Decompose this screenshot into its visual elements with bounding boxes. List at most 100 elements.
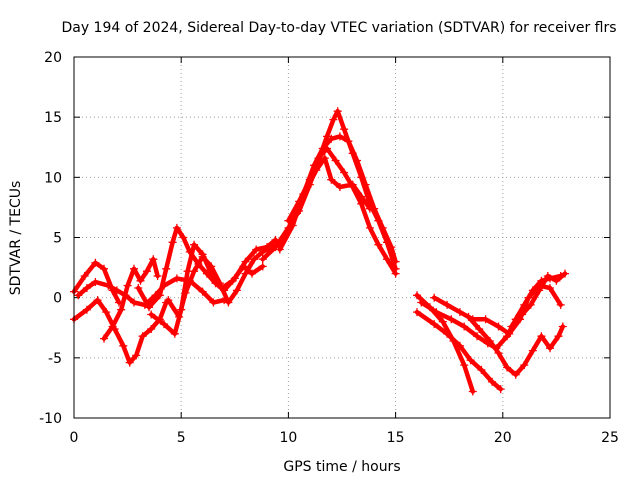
data-point-plus-marker	[123, 281, 132, 290]
data-point-plus-marker	[505, 329, 514, 338]
data-point-plus-marker	[80, 272, 89, 280]
y-tick-label: 5	[53, 231, 62, 247]
data-point-plus-marker	[353, 156, 361, 165]
data-point-plus-marker	[177, 305, 186, 314]
data-point-plus-marker	[104, 281, 113, 290]
data-point-plus-marker	[391, 257, 400, 266]
chart-title: Day 194 of 2024, Sidereal Day-to-day VTE…	[61, 20, 616, 36]
data-point-plus-marker	[293, 209, 301, 218]
data-point-plus-marker	[447, 315, 456, 324]
data-point-plus-marker	[138, 332, 147, 341]
data-point-plus-marker	[468, 387, 477, 396]
data-point-plus-marker	[333, 107, 342, 116]
data-point-plus-marker	[303, 183, 312, 191]
data-point-plus-marker	[142, 267, 151, 276]
data-point-plus-marker	[252, 245, 261, 254]
data-point-plus-marker	[198, 287, 207, 296]
y-tick-label: -5	[48, 351, 62, 367]
data-point-plus-marker	[153, 272, 162, 280]
data-point-plus-marker	[172, 223, 181, 232]
satellite-track-16	[464, 312, 567, 379]
data-point-plus-marker	[172, 274, 181, 283]
satellite-track-15	[430, 281, 565, 338]
data-point-plus-marker	[528, 346, 537, 355]
data-point-plus-marker	[183, 267, 192, 276]
data-point-plus-marker	[241, 257, 250, 266]
data-point-plus-marker	[164, 296, 173, 305]
data-point-plus-marker	[383, 255, 391, 264]
data-point-plus-marker	[250, 255, 259, 264]
y-tick-label: 0	[53, 291, 62, 307]
data-point-plus-marker	[207, 269, 216, 278]
data-point-plus-marker	[323, 144, 331, 153]
data-point-plus-marker	[561, 269, 569, 278]
data-point-plus-marker	[320, 154, 329, 163]
data-point-plus-marker	[537, 332, 546, 341]
data-point-plus-marker	[387, 243, 396, 252]
data-point-plus-marker	[477, 365, 486, 374]
data-point-plus-marker	[340, 125, 349, 134]
data-point-plus-marker	[209, 298, 218, 307]
y-axis-label: SDTVAR / TECUs	[8, 181, 24, 296]
data-point-plus-marker	[147, 310, 156, 319]
satellite-track-13	[413, 308, 505, 394]
data-point-plus-marker	[552, 276, 561, 285]
satellite-track-4	[100, 255, 162, 343]
data-point-plus-marker	[271, 243, 280, 252]
data-point-plus-marker	[488, 377, 497, 386]
data-point-plus-marker	[155, 291, 164, 300]
data-point-plus-marker	[93, 296, 102, 305]
data-point-plus-marker	[475, 325, 484, 333]
data-point-plus-marker	[430, 293, 439, 302]
data-point-plus-marker	[74, 291, 83, 300]
data-point-plus-marker	[365, 223, 374, 232]
data-point-plus-marker	[365, 204, 374, 213]
data-point-plus-marker	[481, 315, 490, 324]
satellite-track-7	[147, 240, 267, 338]
data-point-plus-marker	[524, 293, 533, 302]
data-point-plus-marker	[239, 262, 248, 271]
series-line	[466, 314, 566, 377]
data-point-plus-marker	[460, 361, 469, 370]
data-point-plus-marker	[134, 284, 143, 292]
data-point-plus-marker	[556, 300, 565, 309]
data-point-plus-marker	[413, 308, 421, 317]
data-point-plus-marker	[494, 349, 503, 357]
data-point-plus-marker	[543, 272, 552, 280]
data-point-plus-marker	[132, 351, 141, 360]
series-line	[166, 242, 283, 320]
data-point-plus-marker	[170, 329, 179, 338]
data-point-plus-marker	[430, 320, 439, 329]
data-point-plus-marker	[361, 180, 370, 189]
data-point-plus-marker	[464, 312, 473, 321]
data-point-plus-marker	[91, 258, 100, 267]
data-point-plus-marker	[438, 317, 447, 326]
data-point-plus-marker	[518, 310, 527, 319]
data-point-plus-marker	[82, 305, 91, 314]
x-tick-label: 10	[279, 430, 297, 446]
data-point-plus-marker	[331, 156, 340, 165]
y-tick-label: 20	[44, 50, 62, 66]
data-point-plus-marker	[558, 322, 567, 331]
data-point-plus-marker	[275, 245, 284, 254]
satellite-track-11	[293, 154, 374, 218]
data-point-plus-marker	[258, 255, 267, 264]
series-line	[419, 273, 563, 351]
satellite-track-12	[413, 291, 477, 396]
data-point-plus-marker	[485, 337, 494, 345]
data-point-plus-marker	[455, 341, 464, 350]
data-point-plus-marker	[496, 385, 505, 394]
x-axis-label: GPS time / hours	[283, 459, 400, 475]
data-point-plus-marker	[473, 332, 482, 341]
series-line	[414, 293, 476, 394]
data-point-plus-marker	[108, 322, 117, 331]
data-point-plus-marker	[323, 132, 331, 141]
data-point-plus-marker	[520, 361, 529, 370]
data-point-plus-marker	[329, 115, 338, 124]
x-tick-label: 5	[177, 430, 186, 446]
data-point-plus-marker	[162, 264, 171, 273]
data-point-plus-marker	[228, 276, 237, 285]
data-point-plus-marker	[130, 298, 138, 307]
data-point-plus-marker	[119, 341, 128, 350]
